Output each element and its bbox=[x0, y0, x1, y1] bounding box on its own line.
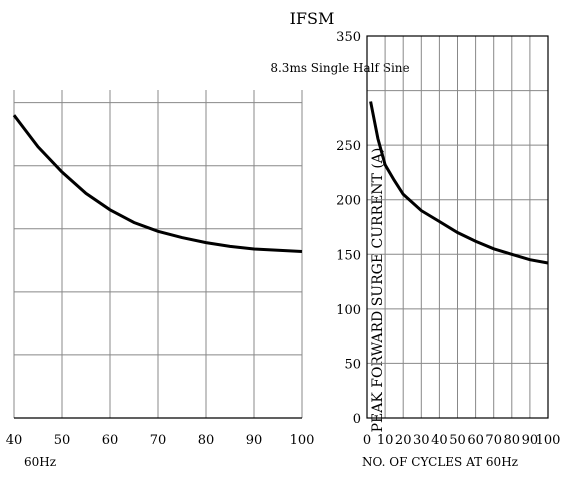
chart-title: IFSM bbox=[290, 9, 335, 28]
x-tick-label: 80 bbox=[504, 433, 521, 448]
series-line bbox=[369, 101, 549, 265]
y-axis-label: PEAK FORWARD SURGE CURRENT (A) bbox=[370, 148, 386, 433]
x-tick-label: 0 bbox=[363, 433, 371, 448]
y-tick-label: 50 bbox=[344, 357, 361, 372]
y-tick-label: 100 bbox=[336, 303, 361, 318]
inset-x-tick-label: 70 bbox=[150, 433, 167, 448]
x-tick-label: 30 bbox=[413, 433, 430, 448]
x-tick-label: 40 bbox=[431, 433, 448, 448]
plot-frame bbox=[366, 35, 549, 419]
inset-x-tick-label: 100 bbox=[290, 433, 315, 448]
inset-series-line bbox=[12, 114, 303, 253]
x-tick-label: 100 bbox=[536, 433, 561, 448]
y-tick-label: 250 bbox=[336, 139, 361, 154]
inset-x-axis-label: 60Hz bbox=[24, 455, 56, 469]
x-axis-label: NO. OF CYCLES AT 60Hz bbox=[362, 455, 518, 469]
inset-x-tick-label: 60 bbox=[102, 433, 119, 448]
inset-x-tick-label: 90 bbox=[246, 433, 263, 448]
x-tick-label: 70 bbox=[485, 433, 502, 448]
x-tick-label: 60 bbox=[467, 433, 484, 448]
inset-plot: 60Hz 40 50 60 70 80 90 100 bbox=[6, 90, 315, 469]
chart-note: 8.3ms Single Half Sine bbox=[270, 61, 409, 75]
y-tick-label: 350 bbox=[336, 30, 361, 45]
inset-x-tick-label: 50 bbox=[54, 433, 71, 448]
y-tick-label: 0 bbox=[353, 412, 361, 427]
x-tick-label: 90 bbox=[522, 433, 539, 448]
x-tick-label: 20 bbox=[395, 433, 412, 448]
x-tick-label: 50 bbox=[449, 433, 466, 448]
main-plot: IFSM 8.3ms Single Half Sine PEAK FORWARD… bbox=[270, 9, 560, 469]
inset-x-tick-label: 40 bbox=[6, 433, 23, 448]
y-tick-label: 200 bbox=[336, 194, 361, 209]
inset-x-tick-label: 80 bbox=[198, 433, 215, 448]
y-tick-label: 150 bbox=[336, 248, 361, 263]
x-tick-label: 10 bbox=[377, 433, 394, 448]
